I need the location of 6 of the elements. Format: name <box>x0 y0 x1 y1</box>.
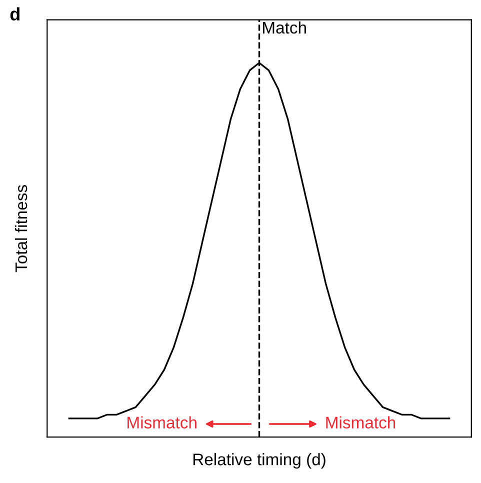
annotation: Mismatch <box>326 416 396 428</box>
x-axis-title: Relative timing (d) <box>193 453 326 469</box>
chart-title: d <box>10 7 20 21</box>
y-axis-title: Total fitness <box>14 185 28 272</box>
text: Match <box>263 21 306 34</box>
annotation: Mismatch <box>128 416 196 428</box>
